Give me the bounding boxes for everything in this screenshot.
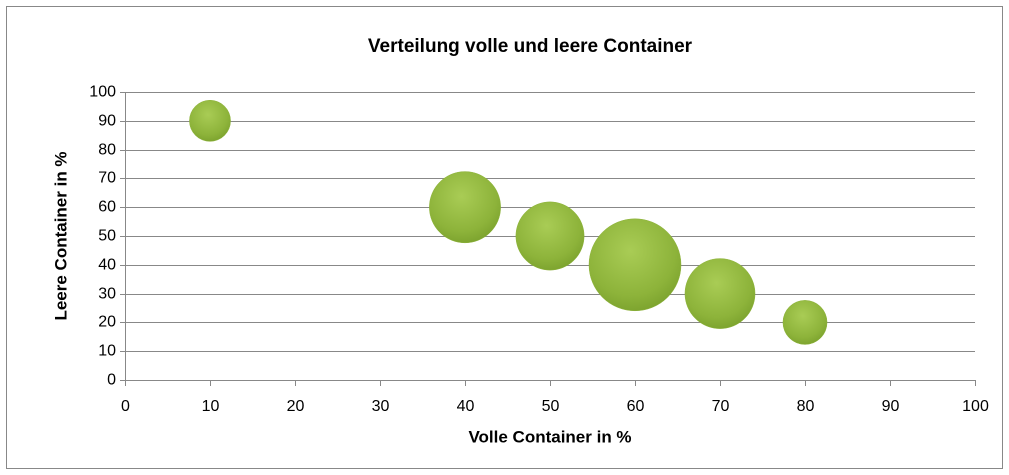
- y-tick-label: 0: [107, 372, 116, 389]
- y-tick-label: 30: [98, 286, 116, 303]
- y-tick-label: 80: [98, 142, 116, 159]
- y-tick-label: 10: [98, 343, 116, 360]
- x-tick-label: 30: [372, 398, 390, 415]
- bubble: [782, 300, 828, 345]
- x-tick-label: 70: [712, 398, 730, 415]
- y-tick-label: 40: [98, 257, 116, 274]
- bubble: [515, 201, 585, 271]
- y-tick-label: 60: [98, 199, 116, 216]
- y-tick-label: 90: [98, 113, 116, 130]
- x-tick-label: 90: [882, 398, 900, 415]
- bubble: [429, 171, 501, 244]
- x-tick-label: 20: [287, 398, 305, 415]
- x-axis-title: Volle Container in %: [468, 427, 631, 446]
- chart-title: Verteilung volle und leere Container: [368, 36, 693, 57]
- x-tick-label: 50: [542, 398, 560, 415]
- x-tick-label: 60: [627, 398, 645, 415]
- bubble: [189, 99, 231, 142]
- bubble: [684, 258, 756, 329]
- x-tick-label: 40: [457, 398, 475, 415]
- x-tick-label: 80: [797, 398, 815, 415]
- y-tick-label: 50: [98, 228, 116, 245]
- y-axis-title: Leere Container in %: [51, 151, 70, 320]
- x-tick-label: 100: [962, 398, 989, 415]
- chart-frame: [6, 6, 1003, 469]
- y-tick-label: 100: [89, 84, 116, 101]
- x-tick-label: 0: [121, 398, 130, 415]
- y-tick-label: 70: [98, 170, 116, 187]
- x-tick-label: 10: [202, 398, 220, 415]
- y-tick-label: 20: [98, 314, 116, 331]
- bubble: [588, 218, 682, 312]
